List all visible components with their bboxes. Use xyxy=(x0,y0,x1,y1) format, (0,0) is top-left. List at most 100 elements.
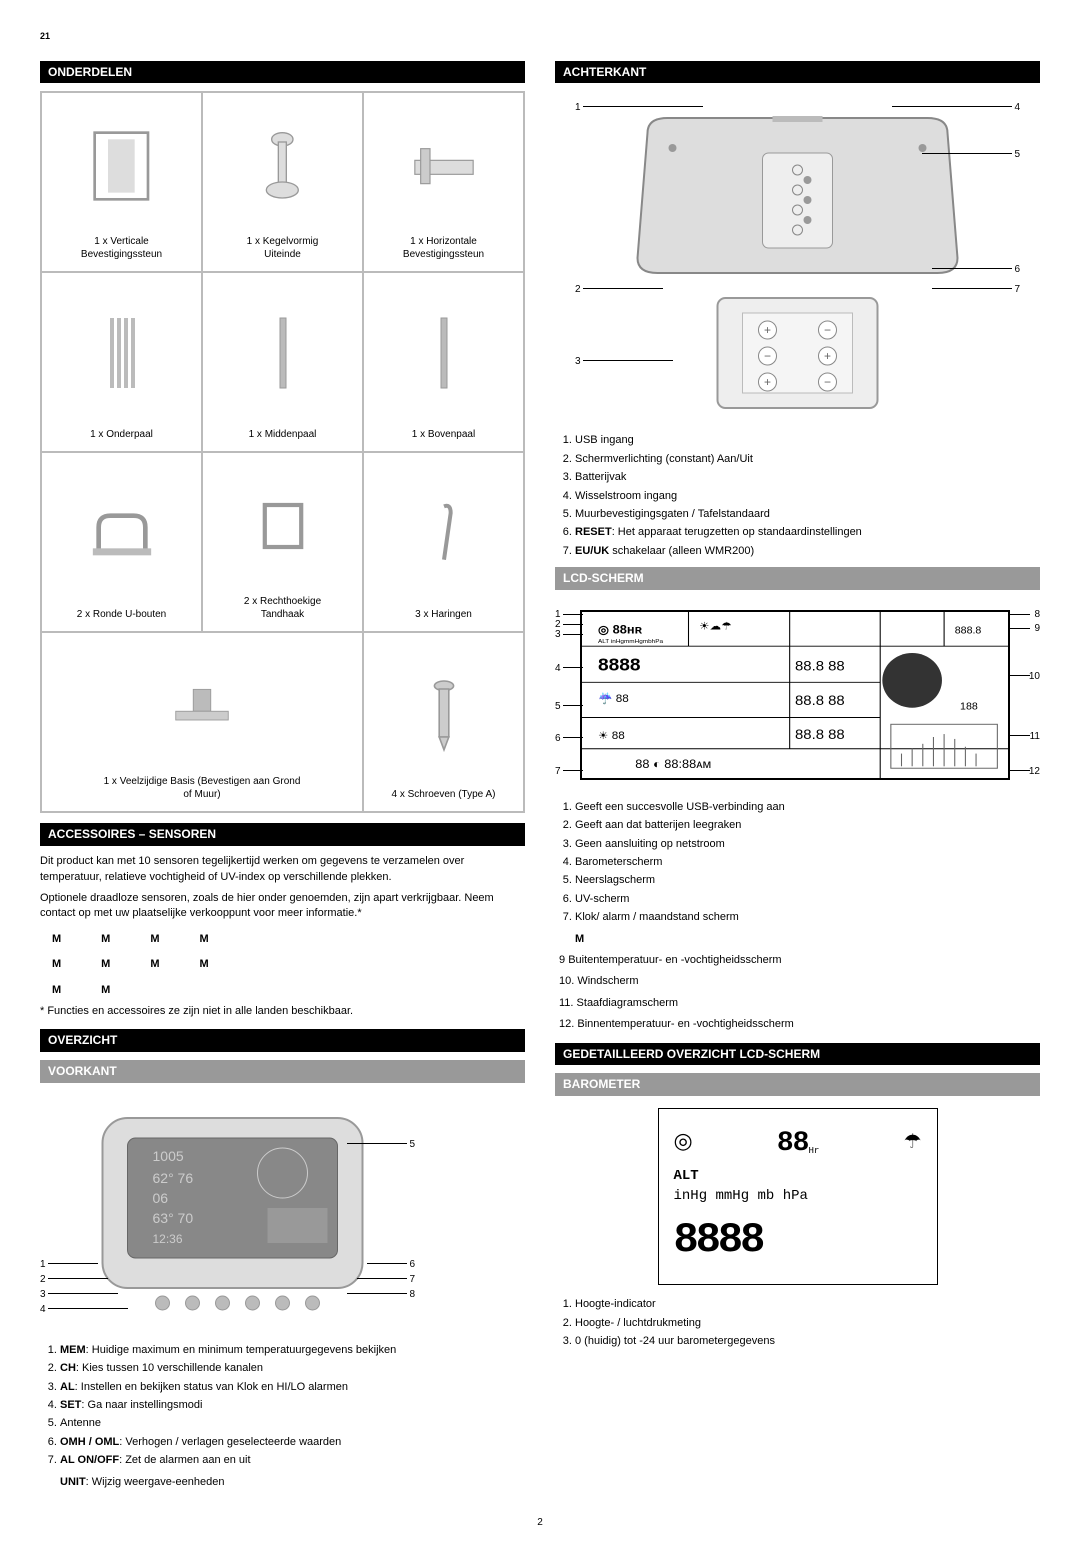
gedetail-header: GEDETAILLEERD OVERZICHT LCD-SCHERM xyxy=(555,1043,1040,1066)
right-column: ACHTERKANT 1 2 3 4 5 6 7 xyxy=(555,51,1040,1496)
list-item: 0 (huidig) tot -24 uur barometergegevens xyxy=(575,1334,1040,1349)
list-item: RESET: Het apparaat terugzetten op stand… xyxy=(575,525,1040,540)
svg-text:12:36: 12:36 xyxy=(153,1232,183,1246)
achterkant-list: USB ingang Schermverlichting (constant) … xyxy=(555,433,1040,559)
list-item: 10. Windscherm xyxy=(559,974,1040,989)
onderdelen-header: ONDERDELEN xyxy=(40,61,525,84)
svg-text:06: 06 xyxy=(153,1190,169,1206)
svg-text:88.8 88: 88.8 88 xyxy=(795,693,845,708)
part-cell: 1 x Veelzijdige Basis (Bevestigen aan Gr… xyxy=(41,632,363,812)
list-item: Geeft een succesvolle USB-verbinding aan xyxy=(575,800,1040,815)
list-item: AL: Instellen en bekijken status van Klo… xyxy=(60,1380,525,1395)
list-item: Barometerscherm xyxy=(575,855,1040,870)
part-cell: 3 x Haringen xyxy=(363,452,524,632)
acc-text-2: Optionele draadloze sensoren, zoals de h… xyxy=(40,891,525,922)
svg-text:62° 76: 62° 76 xyxy=(153,1170,194,1186)
svg-text:8888: 8888 xyxy=(598,654,641,674)
list-item: USB ingang xyxy=(575,433,1040,448)
barometer-list: Hoogte-indicator Hoogte- / luchtdrukmeti… xyxy=(555,1297,1040,1349)
middle-pole-icon xyxy=(263,313,303,393)
list-item: Wisselstroom ingang xyxy=(575,489,1040,504)
left-column: ONDERDELEN 1 x VerticaleBevestigingssteu… xyxy=(40,51,525,1496)
list-item: 11. Staafdiagramscherm xyxy=(559,996,1040,1011)
achterkant-header: ACHTERKANT xyxy=(555,61,1040,84)
svg-text:+: + xyxy=(764,375,771,389)
part-cell: 4 x Schroeven (Type A) xyxy=(363,632,524,812)
top-pole-icon xyxy=(424,313,464,393)
list-item: Schermverlichting (constant) Aan/Uit xyxy=(575,452,1040,467)
part-cell: 2 x Ronde U-bouten xyxy=(41,452,202,632)
list-item: Antenne xyxy=(60,1416,525,1431)
svg-text:−: − xyxy=(824,323,831,337)
screw-icon xyxy=(420,673,468,753)
part-cell: 1 x HorizontaleBevestigingssteun xyxy=(363,92,524,272)
svg-text:88 ◐ 88:88ᴀᴍ: 88 ◐ 88:88ᴀᴍ xyxy=(635,758,711,771)
lcd-diagram: 1 2 3 4 5 6 7 8 9 10 11 12 xyxy=(555,600,1040,790)
part-cell: 1 x Bovenpaal xyxy=(363,272,524,452)
accessoires-header: ACCESSOIRES – SENSOREN xyxy=(40,823,525,846)
voorkant-diagram: 1 2 3 4 5 6 7 8 1005 62° 76 06 63° 70 12… xyxy=(40,1093,525,1333)
part-cell: 1 x Middenpaal xyxy=(202,272,363,452)
barometer-box: ◎ 88Hr ☂ ALTinHg mmHg mb hPa 8888 xyxy=(658,1108,938,1285)
sensors-list: M M xyxy=(40,983,525,998)
list-item: Geen aansluiting op netstroom xyxy=(575,837,1040,852)
list-item: Neerslagscherm xyxy=(575,873,1040,888)
parts-grid: 1 x VerticaleBevestigingssteun 1 x Kegel… xyxy=(40,91,525,813)
list-item: OMH / OML: Verhogen / verlagen geselecte… xyxy=(60,1435,525,1450)
voorkant-header: VOORKANT xyxy=(40,1060,525,1083)
list-item: Muurbevestigingsgaten / Tafelstandaard xyxy=(575,507,1040,522)
svg-text:−: − xyxy=(764,349,771,363)
list-item: EU/UK schakelaar (alleen WMR200) xyxy=(575,544,1040,559)
acc-footnote: * Functies en accessoires ze zijn niet i… xyxy=(40,1004,525,1019)
vertical-bracket-icon xyxy=(88,126,155,206)
list-item: UV-scherm xyxy=(575,892,1040,907)
achterkant-diagram: 1 2 3 4 5 6 7 xyxy=(555,93,1040,423)
part-cell: 2 x RechthoekigeTandhaak xyxy=(202,452,363,632)
svg-text:88.8 88: 88.8 88 xyxy=(795,727,845,742)
list-item: Klok/ alarm / maandstand scherm xyxy=(575,910,1040,925)
list-item: Hoogte- / luchtdrukmeting xyxy=(575,1316,1040,1331)
list-item: MEM: Huidige maximum en minimum temperat… xyxy=(60,1343,525,1358)
part-cell: 1 x Onderpaal xyxy=(41,272,202,452)
overzicht-header: OVERZICHT xyxy=(40,1029,525,1052)
page-number-top: 21 xyxy=(40,30,1040,43)
sensors-list: M M M M xyxy=(40,957,525,972)
peg-icon xyxy=(424,493,464,573)
lcd-screen-icon: ◎ 88ʜʀ ALT inHgmmHgmbhPa 8888 ☀☁☂ ☔ 88 ☀… xyxy=(582,612,1008,778)
base-icon xyxy=(167,685,237,729)
hook-icon xyxy=(248,491,318,561)
lcd-list: Geeft een succesvolle USB-verbinding aan… xyxy=(555,800,1040,926)
u-bolt-icon xyxy=(87,504,157,562)
list-item: SET: Ga naar instellingsmodi xyxy=(60,1398,525,1413)
part-cell: 1 x KegelvormigUiteinde xyxy=(202,92,363,272)
bottom-pole-icon xyxy=(102,313,142,393)
lcd-item-m: M xyxy=(555,932,1040,947)
list-item: Geeft aan dat batterijen leegraken xyxy=(575,818,1040,833)
target-icon: ◎ xyxy=(674,1128,693,1159)
unit-line: UNIT: Wijzig weergave-eenheden xyxy=(40,1475,525,1490)
svg-text:888.8: 888.8 xyxy=(955,626,982,637)
voorkant-list: MEM: Huidige maximum en minimum temperat… xyxy=(40,1343,525,1469)
svg-text:188: 188 xyxy=(960,702,978,713)
svg-text:◎ 88ʜʀ: ◎ 88ʜʀ xyxy=(598,623,643,636)
back-device-icon: + − − + + − xyxy=(605,98,990,418)
svg-text:☀☁☂: ☀☁☂ xyxy=(699,621,732,632)
svg-text:+: + xyxy=(764,323,771,337)
svg-text:88.8 88: 88.8 88 xyxy=(795,659,845,674)
sensors-list: M M M M xyxy=(40,932,525,947)
list-item: 9 Buitentemperatuur- en -vochtigheidssch… xyxy=(559,953,1040,968)
page-number-bottom: 2 xyxy=(40,1516,1040,1530)
horizontal-bracket-icon xyxy=(409,137,479,195)
list-item: Batterijvak xyxy=(575,470,1040,485)
part-cell: 1 x VerticaleBevestigingssteun xyxy=(41,92,202,272)
front-device-icon: 1005 62° 76 06 63° 70 12:36 xyxy=(70,1103,395,1323)
acc-text-1: Dit product kan met 10 sensoren tegelijk… xyxy=(40,854,525,885)
svg-text:1005: 1005 xyxy=(153,1148,184,1164)
svg-text:ALT inHgmmHgmbhPa: ALT inHgmmHgmbhPa xyxy=(598,638,664,645)
list-item: Hoogte-indicator xyxy=(575,1297,1040,1312)
svg-text:☔ 88: ☔ 88 xyxy=(598,691,629,704)
svg-text:−: − xyxy=(824,375,831,389)
list-item: 12. Binnentemperatuur- en -vochtigheidss… xyxy=(559,1017,1040,1032)
barometer-header: BAROMETER xyxy=(555,1073,1040,1096)
umbrella-icon: ☂ xyxy=(904,1130,922,1158)
